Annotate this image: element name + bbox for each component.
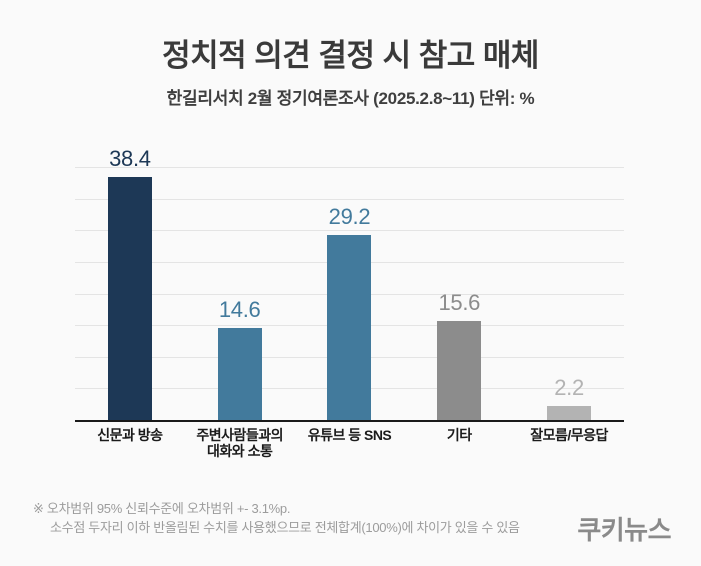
- chart-subtitle: 한길리서치 2월 정기여론조사 (2025.2.8~11) 단위: %: [166, 89, 535, 108]
- bar: [437, 321, 482, 420]
- footnote: ※ 오차범위 95% 신뢰수준에 오차범위 +- 3.1%p. 소수점 두자리 …: [33, 499, 520, 537]
- bar-slot: 2.2: [514, 167, 624, 420]
- category-label-line: 대화와 소통: [207, 443, 273, 459]
- bar-value-label: 29.2: [328, 204, 371, 230]
- bar: [217, 327, 262, 420]
- category-label: 기타: [404, 427, 514, 443]
- category-label-line: 기타: [446, 427, 472, 443]
- category-label-line: 유튜브 등 SNS: [307, 427, 392, 443]
- chart-title: 정치적 의견 결정 시 참고 매체: [162, 38, 539, 73]
- bar: [327, 235, 372, 420]
- gridline-30: [75, 230, 624, 232]
- bar-slot: 38.4: [75, 146, 185, 420]
- kukinews-logo: 쿠키뉴스: [577, 515, 671, 545]
- chart-header: 정치적 의견 결정 시 참고 매체 한길리서치 2월 정기여론조사 (2025.…: [0, 0, 701, 109]
- footnote-line-2: 소수점 두자리 이하 반올림된 수치를 사용했으므로 전체합계(100%)에 차…: [50, 520, 520, 535]
- category-label: 유튜브 등 SNS: [295, 427, 405, 443]
- bar-value-label: 14.6: [218, 296, 261, 322]
- bar-slot: 29.2: [295, 167, 405, 420]
- category-label-line: 잘모름/무응답: [530, 427, 608, 443]
- category-label-line: 주변사람들과의: [196, 427, 284, 443]
- bar-slot: 14.6: [185, 167, 295, 420]
- category-axis-labels: 신문과 방송 주변사람들과의 대화와 소통 유튜브 등 SNS 기타 잘모름/무응답: [75, 427, 624, 467]
- bar-value-label: 38.4: [109, 146, 151, 172]
- category-label-line: 신문과 방송: [97, 427, 163, 443]
- bar-value-label: 2.2: [554, 375, 584, 401]
- bar: [107, 177, 152, 420]
- category-label: 주변사람들과의 대화와 소통: [185, 427, 295, 459]
- bar: [547, 406, 592, 420]
- bar-chart-plot-area: 38.4 14.6 29.2 15.6 2.2: [75, 146, 624, 422]
- footnote-line-1: ※ 오차범위 95% 신뢰수준에 오차범위 +- 3.1%p.: [33, 501, 291, 516]
- category-label: 신문과 방송: [75, 427, 185, 443]
- category-label: 잘모름/무응답: [514, 427, 624, 443]
- bar-slot: 15.6: [404, 167, 514, 420]
- gridline-40: [75, 167, 624, 168]
- gridline-35: [75, 198, 624, 200]
- bar-value-label: 15.6: [438, 290, 481, 316]
